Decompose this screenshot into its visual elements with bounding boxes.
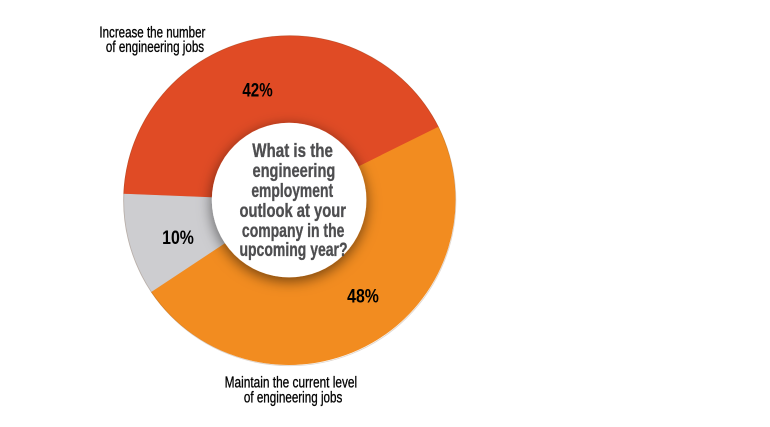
svg-text:outlook at your: outlook at your bbox=[239, 200, 346, 221]
svg-text:Increase the number: Increase the number bbox=[99, 24, 205, 41]
svg-text:company in the: company in the bbox=[242, 220, 344, 242]
svg-text:Maintain the current level: Maintain the current level bbox=[225, 373, 358, 391]
svg-text:upcoming year?: upcoming year? bbox=[239, 239, 347, 261]
svg-text:What is the: What is the bbox=[252, 139, 333, 161]
svg-text:of engineering jobs: of engineering jobs bbox=[244, 388, 343, 406]
svg-text:engineering: engineering bbox=[252, 160, 335, 181]
svg-text:of engineering jobs: of engineering jobs bbox=[106, 38, 204, 55]
svg-text:48%: 48% bbox=[347, 285, 379, 307]
svg-text:employment: employment bbox=[251, 180, 333, 202]
svg-text:42%: 42% bbox=[242, 79, 272, 101]
svg-text:10%: 10% bbox=[162, 227, 194, 249]
